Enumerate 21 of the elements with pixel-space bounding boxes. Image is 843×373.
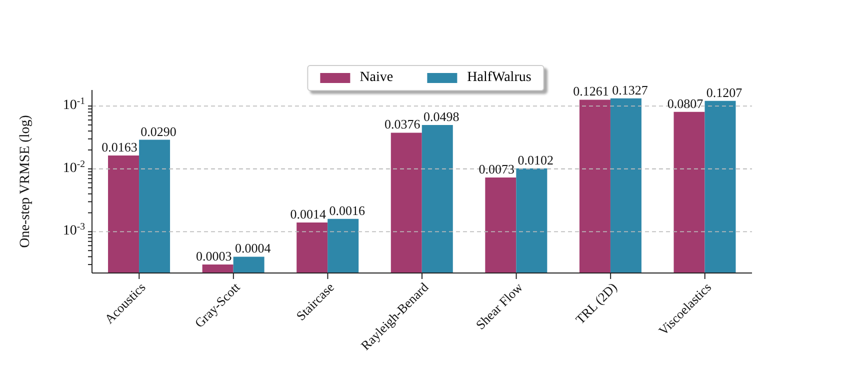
- data-label: 0.0014: [290, 206, 326, 222]
- y-tick-label: 10$^{-2}$: [62, 158, 86, 176]
- x-tick-label: TRL (2D): [572, 280, 620, 327]
- data-label: 0.0102: [518, 152, 554, 168]
- data-label: 0.0290: [140, 124, 176, 139]
- legend-label: Naive: [360, 70, 394, 86]
- data-label: 0.1261: [573, 84, 609, 99]
- y-tick-label: 10$^{-1}$: [62, 96, 86, 114]
- data-label: 0.1327: [612, 82, 648, 98]
- data-label: 0.0376: [384, 116, 421, 132]
- data-label: 0.0163: [102, 140, 138, 155]
- data-label: 0.0003: [196, 248, 232, 264]
- legend-label: HalfWalrus: [467, 70, 532, 86]
- data-label: 0.0498: [424, 109, 460, 124]
- data-label: 0.1207: [706, 84, 743, 100]
- data-label: 0.0016: [329, 202, 366, 218]
- y-tick-label: 10$^{-3}$: [62, 221, 86, 239]
- data-label: 0.0807: [667, 96, 704, 111]
- y-axis-title: One-step VRMSE (log): [18, 114, 33, 248]
- data-label: 0.0073: [478, 161, 515, 176]
- data-label: 0.0004: [234, 240, 272, 256]
